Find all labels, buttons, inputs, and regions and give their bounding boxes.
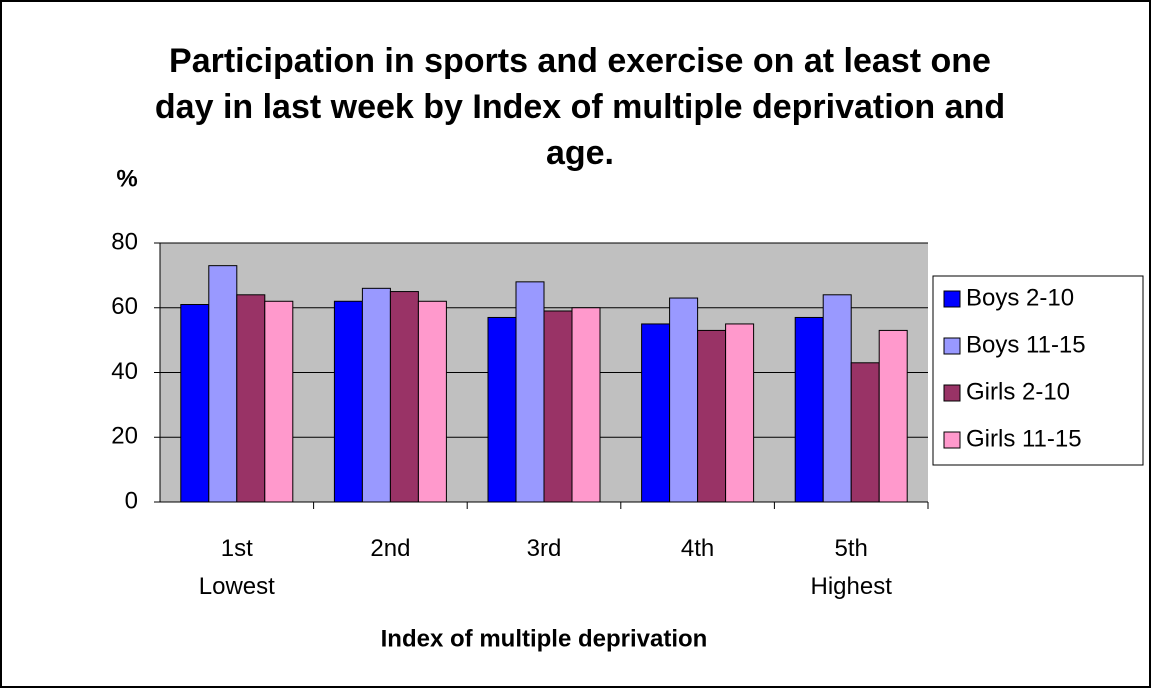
bar: [264, 300, 294, 503]
x-tick-label: 2nd: [370, 535, 410, 562]
bar: [208, 265, 238, 503]
y-tick-label: 0: [125, 487, 138, 514]
legend-swatch: [943, 384, 961, 402]
bar: [333, 300, 363, 503]
legend-box: [932, 275, 1144, 466]
chart-title: Participation in sports and exercise on …: [154, 42, 1006, 172]
legend-swatch: [943, 431, 961, 449]
x-tick-label: 1st Lowest: [199, 535, 275, 600]
x-tick-label: 4th: [681, 535, 714, 562]
bar: [641, 323, 671, 503]
y-tick-label: 80: [111, 228, 138, 255]
legend-label: Boys 11-15: [966, 331, 1086, 358]
x-tick-label: 5th Highest: [811, 535, 893, 600]
y-tick-label: 60: [111, 293, 138, 320]
bar: [180, 304, 210, 503]
bar: [487, 316, 517, 503]
bar: [543, 310, 573, 503]
bar: [850, 362, 880, 503]
bar: [361, 287, 391, 503]
legend-label: Boys 2-10: [966, 284, 1074, 311]
bar: [878, 329, 908, 503]
legend-label: Girls 11-15: [966, 425, 1082, 452]
bar: [725, 323, 755, 503]
bar: [822, 294, 852, 503]
bar: [697, 329, 727, 503]
x-tick-label: 3rd: [527, 535, 562, 562]
bar: [794, 316, 824, 503]
y-axis-label: %: [116, 165, 137, 192]
x-axis-label: Index of multiple deprivation: [381, 625, 708, 652]
legend-swatch: [943, 337, 961, 355]
legend-label: Girls 2-10: [966, 378, 1070, 405]
legend-swatch: [943, 290, 961, 308]
bar: [515, 281, 545, 503]
y-tick-label: 40: [111, 358, 138, 385]
bar: [571, 307, 601, 503]
bar: [389, 291, 419, 503]
y-tick-label: 20: [111, 423, 138, 450]
bar: [417, 300, 447, 503]
bar: [669, 297, 699, 503]
bar: [236, 294, 266, 503]
